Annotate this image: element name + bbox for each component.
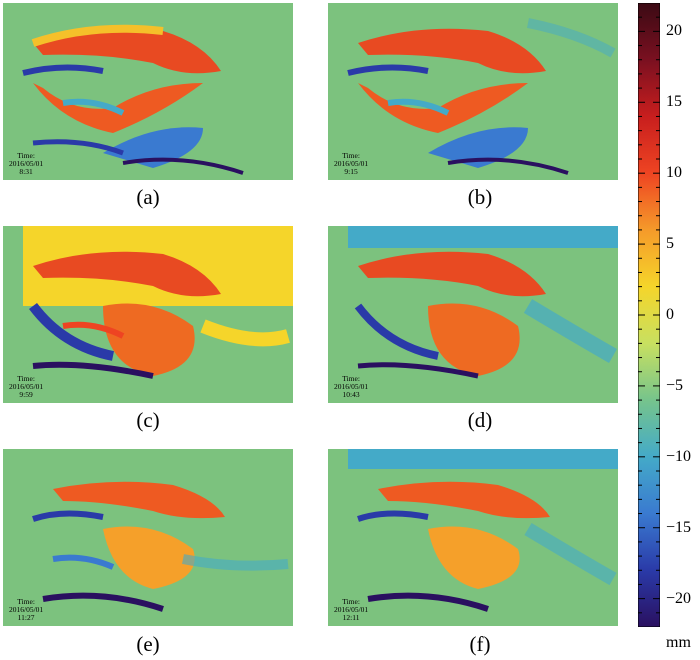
colorbar-tick-label: 15 xyxy=(666,93,682,111)
time-label: Time: xyxy=(342,597,360,606)
time-label: Time: xyxy=(17,374,35,383)
timestamp-b: Time: 2016/05/01 9:15 xyxy=(334,152,368,176)
colorbar-tick-label: −20 xyxy=(666,589,692,607)
deformation-map-a xyxy=(3,3,293,180)
date-label: 2016/05/01 xyxy=(9,159,44,168)
date-label: 2016/05/01 xyxy=(334,382,369,391)
deformation-map-b xyxy=(328,3,618,180)
time-label: Time: xyxy=(342,151,360,160)
deformation-map-e xyxy=(3,449,293,626)
panel-b: Time: 2016/05/01 9:15 xyxy=(328,3,618,180)
deformation-map-f xyxy=(328,449,618,626)
clock-label: 12:11 xyxy=(342,613,360,622)
panel-a: Time: 2016/05/01 8:31 xyxy=(3,3,293,180)
caption-a: (a) xyxy=(136,185,160,209)
colorbar-tick-label: 0 xyxy=(666,306,674,323)
colorbar-tick-label: −15 xyxy=(666,518,692,536)
caption-c: (c) xyxy=(136,408,160,432)
caption-f: (f) xyxy=(469,632,491,656)
panel-e: Time: 2016/05/01 11:27 xyxy=(3,449,293,626)
colorbar-tick-label: −10 xyxy=(666,447,692,465)
clock-label: 10:43 xyxy=(342,390,360,399)
deformation-map-d xyxy=(328,226,618,403)
caption-d: (d) xyxy=(467,408,493,432)
timestamp-d: Time: 2016/05/01 10:43 xyxy=(334,375,368,399)
caption-b: (b) xyxy=(467,185,493,209)
panel-d: Time: 2016/05/01 10:43 xyxy=(328,226,618,403)
clock-label: 11:27 xyxy=(17,613,35,622)
clock-label: 9:59 xyxy=(19,390,33,399)
deformation-map-c xyxy=(3,226,293,403)
time-label: Time: xyxy=(17,151,35,160)
colorbar-tick-label: 5 xyxy=(666,235,674,253)
colorbar-tick-label: 10 xyxy=(666,164,682,182)
colorbar-unit: mm xyxy=(666,634,691,651)
clock-label: 8:31 xyxy=(19,167,33,176)
colorbar xyxy=(638,3,660,627)
timestamp-f: Time: 2016/05/01 12:11 xyxy=(334,598,368,622)
time-label: Time: xyxy=(342,374,360,383)
timestamp-c: Time: 2016/05/01 9:59 xyxy=(9,375,43,399)
colorbar-tick-label: 20 xyxy=(666,22,682,40)
date-label: 2016/05/01 xyxy=(9,605,44,614)
panel-c: Time: 2016/05/01 9:59 xyxy=(3,226,293,403)
time-label: Time: xyxy=(17,597,35,606)
caption-e: (e) xyxy=(136,632,160,656)
clock-label: 9:15 xyxy=(344,167,358,176)
timestamp-a: Time: 2016/05/01 8:31 xyxy=(9,152,43,176)
date-label: 2016/05/01 xyxy=(334,159,369,168)
panel-f: Time: 2016/05/01 12:11 xyxy=(328,449,618,626)
timestamp-e: Time: 2016/05/01 11:27 xyxy=(9,598,43,622)
date-label: 2016/05/01 xyxy=(9,382,44,391)
colorbar-tick-label: −5 xyxy=(666,376,684,394)
date-label: 2016/05/01 xyxy=(334,605,369,614)
